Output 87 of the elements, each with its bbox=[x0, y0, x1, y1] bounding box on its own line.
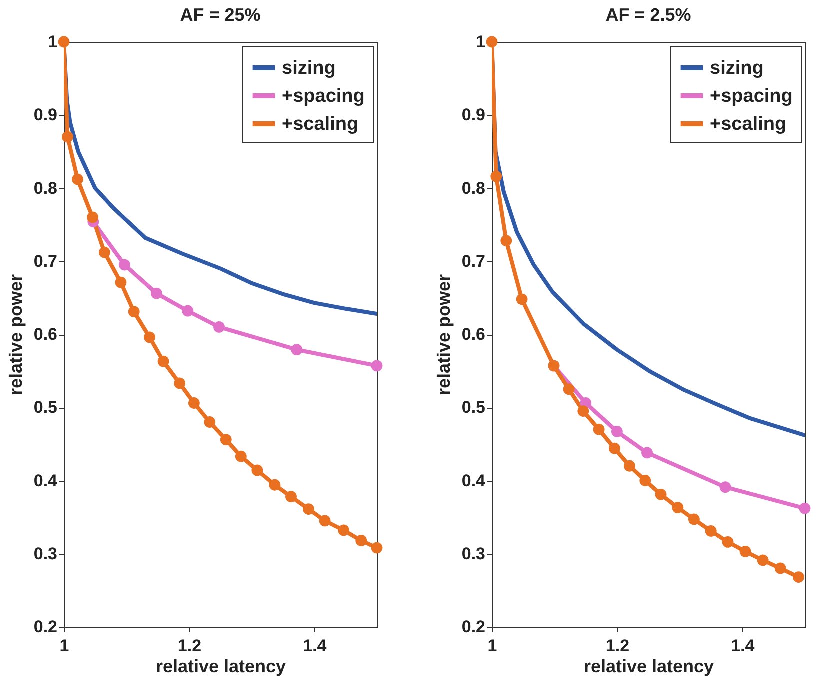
y-tick-label: 0.4 bbox=[34, 471, 58, 490]
point bbox=[608, 442, 620, 454]
point bbox=[578, 406, 590, 417]
x-tick-label: 1.4 bbox=[731, 636, 756, 656]
point bbox=[62, 131, 74, 143]
point bbox=[774, 562, 786, 574]
point bbox=[356, 535, 368, 546]
legend-label: sizing bbox=[282, 58, 336, 79]
point bbox=[500, 235, 512, 247]
y-tick-label: 0.7 bbox=[34, 252, 58, 271]
y-axis-title: relative power bbox=[6, 274, 26, 396]
point bbox=[252, 464, 264, 476]
y-tick-label: 0.8 bbox=[34, 178, 58, 198]
y-tick-label: 0.5 bbox=[462, 398, 486, 418]
legend-label: +scaling bbox=[282, 114, 359, 135]
point bbox=[705, 526, 717, 537]
point bbox=[371, 542, 383, 554]
x-tick-label: 1.2 bbox=[606, 636, 630, 656]
point bbox=[593, 424, 605, 436]
x-tick-label: 1 bbox=[488, 636, 498, 656]
x-tick-label: 1 bbox=[60, 636, 70, 656]
point bbox=[220, 434, 232, 446]
point bbox=[87, 212, 98, 224]
y-tick-label: 0.6 bbox=[34, 325, 58, 344]
y-tick-label: 0.2 bbox=[462, 618, 486, 636]
point bbox=[624, 460, 636, 472]
x-axis-title: relative latency bbox=[584, 656, 714, 676]
point bbox=[158, 356, 170, 368]
y-tick-label: 0.5 bbox=[34, 398, 58, 418]
y-tick-label: 0.9 bbox=[34, 106, 58, 125]
legend-label: +scaling bbox=[710, 114, 787, 135]
point bbox=[58, 36, 70, 48]
point bbox=[338, 524, 350, 536]
y-tick-label: 1 bbox=[48, 32, 58, 52]
point bbox=[688, 514, 700, 526]
y-tick-label: 0.4 bbox=[462, 471, 486, 490]
y-axis-title: relative power bbox=[434, 274, 454, 396]
point bbox=[371, 360, 383, 372]
point bbox=[563, 384, 575, 396]
point bbox=[642, 447, 653, 459]
point bbox=[119, 259, 130, 271]
point bbox=[722, 536, 734, 548]
point bbox=[269, 479, 281, 491]
point bbox=[612, 426, 623, 438]
point bbox=[793, 572, 804, 583]
y-tick-label: 0.2 bbox=[34, 618, 58, 636]
point bbox=[486, 36, 498, 48]
point bbox=[204, 416, 216, 428]
point bbox=[150, 288, 162, 300]
y-tick-label: 0.3 bbox=[34, 544, 58, 564]
point bbox=[72, 174, 84, 186]
y-tick-label: 0.7 bbox=[462, 252, 486, 271]
y-tick-label: 0.9 bbox=[462, 106, 486, 125]
legend-label: +spacing bbox=[710, 86, 793, 107]
point bbox=[757, 554, 769, 566]
y-tick-label: 0.8 bbox=[462, 178, 486, 198]
chart-title: AF = 25% bbox=[180, 5, 261, 25]
point bbox=[144, 332, 156, 344]
point bbox=[319, 515, 331, 527]
point bbox=[214, 322, 225, 333]
x-tick-label: 1.2 bbox=[178, 636, 202, 656]
legend-label: sizing bbox=[710, 58, 764, 79]
point bbox=[235, 450, 247, 462]
point bbox=[490, 170, 502, 182]
x-axis-title: relative latency bbox=[156, 656, 286, 676]
point bbox=[174, 378, 186, 390]
point bbox=[740, 546, 752, 558]
point bbox=[640, 475, 652, 486]
point bbox=[303, 504, 314, 515]
point bbox=[291, 344, 303, 356]
y-tick-label: 0.6 bbox=[462, 325, 486, 344]
point bbox=[655, 488, 667, 500]
y-tick-label: 0.3 bbox=[462, 544, 486, 564]
legend-label: +spacing bbox=[282, 86, 365, 107]
point bbox=[672, 502, 684, 514]
point bbox=[188, 398, 200, 409]
point bbox=[98, 246, 110, 258]
point bbox=[720, 482, 732, 494]
point bbox=[799, 502, 811, 514]
x-tick-label: 1.4 bbox=[303, 636, 328, 656]
point bbox=[182, 305, 194, 317]
point bbox=[115, 276, 127, 288]
y-tick-label: 1 bbox=[476, 32, 486, 52]
point bbox=[286, 491, 297, 503]
chart-title: AF = 2.5% bbox=[606, 5, 692, 25]
point bbox=[516, 294, 528, 306]
point bbox=[128, 306, 140, 318]
